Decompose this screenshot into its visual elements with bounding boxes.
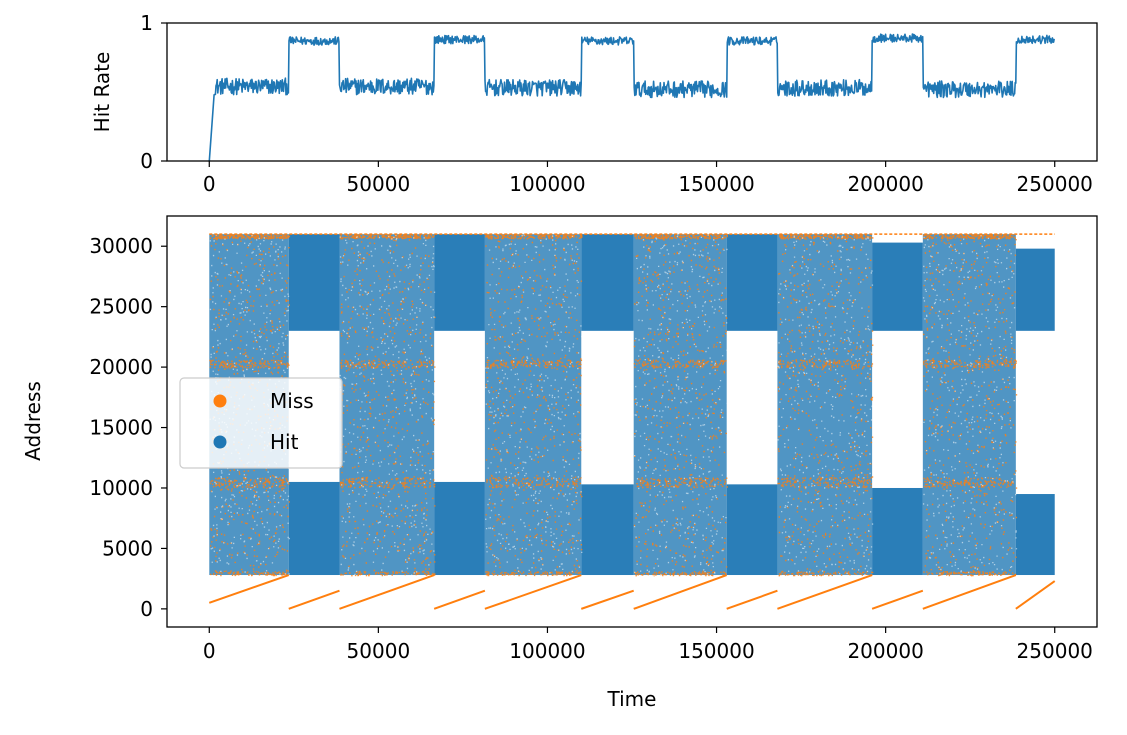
- y-tick-label: 0: [140, 597, 153, 621]
- miss-ramp: [288, 589, 340, 610]
- hit-band: [872, 487, 923, 576]
- hit-band: [288, 234, 340, 331]
- y-tick-label: 0: [140, 149, 153, 173]
- legend-marker-miss: [213, 394, 227, 408]
- address-x-axis-label: Time: [607, 687, 657, 711]
- x-tick-label: 200000: [847, 639, 923, 663]
- y-tick-label: 25000: [89, 295, 153, 319]
- hit-band: [434, 234, 485, 331]
- miss-ramp: [633, 574, 728, 610]
- hit-band: [1015, 494, 1055, 576]
- miss-ramp: [871, 589, 924, 610]
- legend-frame: [179, 377, 343, 469]
- address-x-ticks: 0 50000 100000 150000 200000 250000: [203, 627, 1093, 663]
- x-tick-label: 0: [203, 639, 216, 663]
- y-tick-label: 15000: [89, 416, 153, 440]
- legend-label-hit: Hit: [270, 430, 299, 454]
- miss-ramp: [580, 589, 635, 610]
- address-plot-area: [208, 233, 1056, 610]
- miss-ramp: [208, 574, 290, 604]
- hit-region: [339, 234, 435, 576]
- miss-ramp: [433, 589, 486, 610]
- hit-band: [581, 484, 634, 576]
- x-tick-label: 250000: [1017, 639, 1093, 663]
- x-tick-label: 50000: [347, 639, 411, 663]
- y-tick-label: 5000: [102, 536, 153, 560]
- miss-scatter: [633, 234, 729, 577]
- y-tick-label: 20000: [89, 355, 153, 379]
- hit-rate-panel: 0 50000 100000 150000 200000 250000 01 Hit Ra…: [90, 11, 1098, 196]
- address-y-axis-label: Address: [21, 381, 45, 461]
- x-tick-label: 200000: [847, 172, 923, 196]
- x-tick-label: 150000: [678, 639, 754, 663]
- hit-band: [872, 242, 923, 331]
- miss-ramp: [777, 574, 873, 610]
- miss-ramp: [922, 574, 1017, 610]
- miss-scatter: [485, 234, 583, 577]
- hit-band: [726, 234, 778, 331]
- y-tick-label: 10000: [89, 476, 153, 500]
- hit-rate-x-ticks: 0 50000 100000 150000 200000 250000: [203, 161, 1093, 196]
- address-axes-frame: [166, 215, 1098, 628]
- hit-band: [288, 481, 340, 576]
- y-tick-label: 1: [140, 11, 153, 35]
- hit-scatter-gaps: [922, 235, 1018, 576]
- hit-band: [726, 484, 778, 576]
- miss-ramp: [726, 589, 778, 610]
- miss-scatter: [923, 234, 1018, 577]
- miss-ramp: [339, 574, 435, 610]
- hit-band: [1015, 248, 1055, 331]
- hit-band: [434, 481, 485, 576]
- x-tick-label: 100000: [509, 172, 585, 196]
- address-panel: 0 50000 100000 150000 200000 250000 0 5000 1000…: [21, 215, 1098, 711]
- address-y-ticks: 0 5000 10000 15000 20000 25000 30000: [89, 234, 167, 621]
- hit-region: [777, 234, 873, 576]
- hit-band: [581, 234, 634, 331]
- hit-rate-plot-area: [208, 33, 1055, 161]
- hit-rate-axes-frame: [166, 22, 1098, 162]
- legend: Miss Hit: [179, 377, 343, 469]
- hit-region: [922, 234, 1016, 576]
- x-tick-label: 100000: [509, 639, 585, 663]
- y-tick-label: 30000: [89, 234, 153, 258]
- x-tick-label: 250000: [1017, 172, 1093, 196]
- legend-label-miss: Miss: [270, 389, 314, 413]
- x-tick-label: 0: [203, 172, 216, 196]
- hit-rate-y-axis-label: Hit Rate: [90, 52, 114, 133]
- legend-marker-hit: [213, 435, 227, 449]
- miss-ramp: [1015, 580, 1056, 610]
- hit-region: [484, 234, 582, 576]
- x-tick-label: 50000: [347, 172, 411, 196]
- hit-rate-line: [208, 33, 1055, 161]
- x-tick-label: 150000: [678, 172, 754, 196]
- miss-ramp: [484, 574, 582, 610]
- hit-rate-y-ticks: 01: [140, 11, 167, 173]
